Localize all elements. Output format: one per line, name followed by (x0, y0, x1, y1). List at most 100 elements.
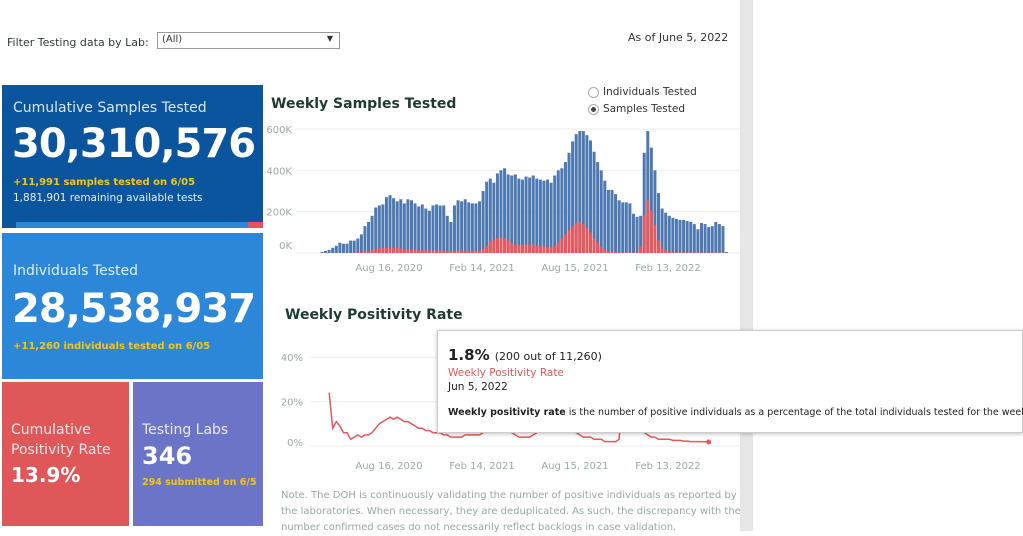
bar-positive (686, 252, 689, 253)
bar-samples (696, 229, 699, 253)
bar-samples (399, 199, 402, 253)
bar-positive (550, 247, 553, 253)
bar-samples (557, 170, 560, 253)
bar-positive (575, 223, 578, 253)
bar-positive (474, 251, 477, 253)
bar-positive (636, 252, 639, 253)
bar-positive (428, 251, 431, 253)
bar-samples (661, 209, 664, 253)
bar-positive (446, 251, 449, 253)
bar-positive (653, 225, 656, 253)
bar-positive (568, 230, 571, 253)
bar-samples (403, 203, 406, 253)
bar-positive (553, 246, 556, 253)
note-text: Note. The DOH is continuously validating… (281, 488, 741, 536)
vertical-scrollbar[interactable] (740, 0, 753, 531)
bar-samples (392, 198, 395, 253)
bar-samples (374, 208, 377, 253)
bar-samples (349, 241, 352, 253)
bar-samples (353, 241, 356, 253)
y-tick-label: 20% (281, 398, 303, 409)
bar-positive (668, 251, 671, 253)
bar-positive (392, 248, 395, 253)
bar-positive (356, 252, 359, 253)
weekly-positivity-title: Weekly Positivity Rate (285, 307, 463, 323)
bar-samples (406, 199, 409, 253)
bar-positive (578, 222, 581, 253)
bar-positive (603, 250, 606, 253)
y-tick-label: 0% (287, 438, 303, 449)
bar-samples (331, 248, 334, 253)
bar-positive (442, 251, 445, 253)
x-tick-label: Feb 13, 2022 (635, 461, 700, 472)
bar-samples (618, 200, 621, 253)
bar-positive (614, 252, 617, 253)
bar-samples (371, 216, 374, 253)
bar-positive (453, 251, 456, 253)
bar-positive (517, 245, 520, 253)
bar-positive (589, 232, 592, 253)
bar-samples (539, 180, 542, 253)
bar-samples (396, 201, 399, 253)
bar-positive (503, 239, 506, 253)
bar-positive (371, 250, 374, 253)
bar-samples (457, 200, 460, 253)
bar-samples (460, 201, 463, 253)
bar-samples (514, 174, 517, 253)
bar-samples (442, 205, 445, 253)
bar-samples (356, 239, 359, 253)
bar-samples (704, 224, 707, 253)
bar-positive (557, 243, 560, 253)
bar-positive (414, 250, 417, 253)
x-tick-label: Aug 16, 2020 (355, 461, 422, 472)
bar-positive (435, 251, 438, 253)
bar-positive (424, 251, 427, 253)
bar-samples (478, 201, 481, 253)
bar-positive (399, 248, 402, 253)
tooltip-measure: Weekly Positivity Rate (448, 367, 1012, 379)
bar-positive (618, 252, 621, 253)
x-tick-label: Feb 14, 2021 (449, 461, 514, 472)
bar-samples (700, 223, 703, 253)
bar-samples (553, 176, 556, 254)
bar-positive (417, 250, 420, 253)
bar-positive (650, 211, 653, 253)
bar-samples (546, 180, 549, 253)
bar-positive (514, 245, 517, 253)
bar-samples (711, 226, 714, 253)
bar-samples (632, 214, 635, 253)
bar-positive (492, 240, 495, 253)
bar-positive (485, 246, 488, 253)
bar-samples (335, 246, 338, 253)
bar-samples (328, 250, 331, 253)
bar-positive (643, 215, 646, 253)
bar-samples (467, 202, 470, 253)
bar-positive (607, 251, 610, 253)
bar-positive (596, 243, 599, 253)
bar-positive (542, 246, 545, 253)
bar-samples (525, 177, 528, 253)
y-tick-label: 400K (266, 166, 292, 177)
bar-positive (675, 252, 678, 253)
bar-positive (439, 251, 442, 253)
bar-positive (396, 248, 399, 253)
bar-samples (517, 179, 520, 253)
tooltip-detail: (200 out of 11,260) (495, 350, 602, 363)
bar-samples (718, 224, 721, 253)
bar-positive (639, 247, 642, 253)
bar-positive (521, 245, 524, 253)
y-tick-label: 200K (266, 208, 292, 219)
bar-positive (363, 251, 366, 253)
bar-samples (385, 197, 388, 253)
bar-samples (621, 202, 624, 253)
bar-positive (610, 251, 613, 253)
bar-samples (532, 176, 535, 254)
bar-samples (453, 205, 456, 253)
bar-positive (457, 251, 460, 253)
bar-samples (439, 205, 442, 253)
bar-samples (464, 199, 467, 253)
bar-samples (664, 213, 667, 253)
y-tick-label: 0K (279, 241, 292, 252)
x-tick-label: Feb 13, 2022 (635, 263, 700, 274)
